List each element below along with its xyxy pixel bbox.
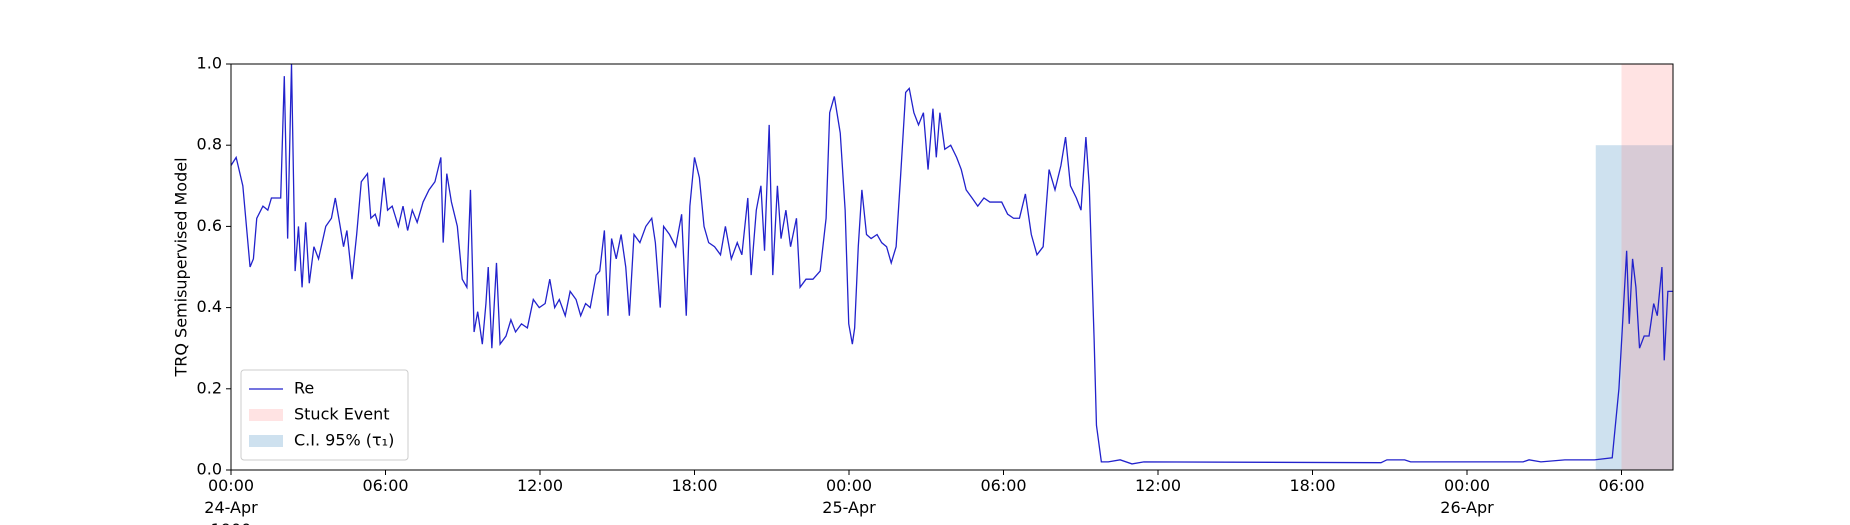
- data-line: [230, 63, 1673, 465]
- x-tick-label: 00:00 26-Apr: [1440, 476, 1494, 517]
- plot-frame: [230, 63, 1674, 471]
- y-tick-label: 0.6: [197, 216, 222, 235]
- x-tick-label: 00:00 25-Apr: [822, 476, 876, 517]
- y-tick-label: 0.8: [197, 135, 222, 154]
- y-axis-label: TRQ Semisupervised Model: [172, 157, 191, 377]
- x-tick-label: 06:00: [980, 476, 1026, 495]
- legend-swatch: [249, 435, 283, 447]
- x-tick-label: 06:00: [1598, 476, 1644, 495]
- y-tick-label: 1.0: [197, 54, 222, 73]
- legend-swatch: [249, 409, 283, 421]
- shaded-region: [1595, 145, 1673, 470]
- legend-label: Re: [294, 379, 314, 398]
- shaded-region: [1621, 64, 1673, 470]
- legend-label: Stuck Event: [294, 405, 390, 424]
- x-tick-label: 06:00: [362, 476, 408, 495]
- x-tick-label: 12:00: [1135, 476, 1181, 495]
- legend-label: C.I. 95% (τ₁): [294, 431, 394, 450]
- y-tick-label: 0.4: [197, 297, 222, 316]
- x-tick-label: 18:00: [671, 476, 717, 495]
- x-tick-label: 12:00: [517, 476, 563, 495]
- x-tick-label: 18:00: [1289, 476, 1335, 495]
- y-tick-label: 0.2: [197, 378, 222, 397]
- legend-box: [240, 369, 409, 461]
- y-tick-label: 0.0: [197, 460, 222, 479]
